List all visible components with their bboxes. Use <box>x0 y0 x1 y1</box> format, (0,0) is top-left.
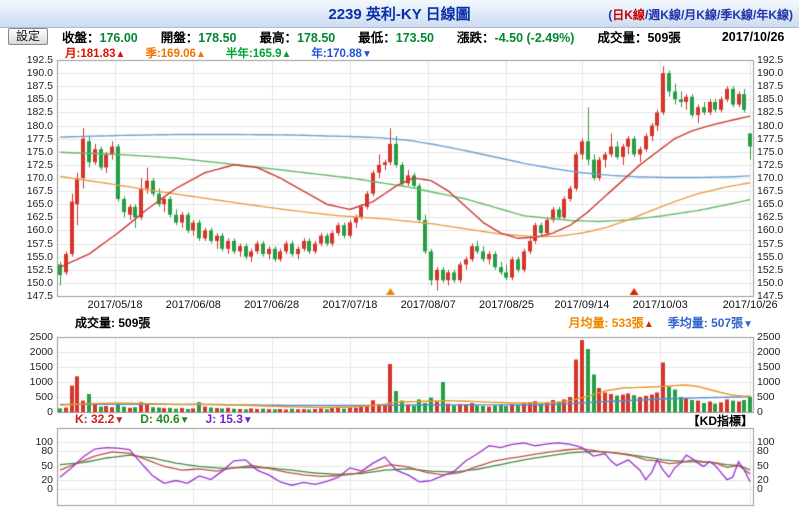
kline-link-3[interactable]: 月K線 <box>684 8 717 22</box>
quote-field-label: 收盤： <box>62 31 100 45</box>
kd-label: J: <box>205 412 220 426</box>
volume-ma-item: 月均量: 533張▲ <box>568 316 653 330</box>
quote-toolbar: 設定 收盤：176.00 開盤：178.50 最高：178.50 最低：173.50 漲… <box>0 27 799 46</box>
quote-field-label: 最低： <box>358 31 396 45</box>
quote-field-label: 最高： <box>259 31 298 45</box>
page-title: 2239 英利-KY 日線圖 <box>328 6 471 23</box>
ma-value-item: 年:170.88▼ <box>311 45 372 60</box>
volume-label: 成交量: 509張 <box>75 316 151 330</box>
ma-label: 年: <box>311 48 327 60</box>
down-triangle-icon: ▼ <box>361 49 372 60</box>
kd-header-row: K: 32.2▼ D: 40.6▼ J: 15.3▼ 【KD指標】 <box>0 412 799 428</box>
paren-open: ( <box>608 8 613 22</box>
volume-ma-item: 季均量: 507張▼ <box>668 316 753 330</box>
quote-field-value: -4.50 (-2.49%) <box>494 31 575 45</box>
kline-link-1[interactable]: 日K線 <box>612 8 645 22</box>
kd-values: K: 32.2▼ D: 40.6▼ J: 15.3▼ <box>75 412 269 426</box>
quote-field-label: 開盤： <box>160 31 199 45</box>
ma-value: 165.9 <box>252 48 282 60</box>
kline-link-4[interactable]: 季K線 <box>720 8 753 22</box>
ma-label: 季: <box>145 48 161 60</box>
volume-ma-label: 季均量: <box>667 316 712 330</box>
volume-ma-value: 507張 <box>711 316 744 330</box>
quote-field-value: 176.00 <box>99 31 138 45</box>
quote-field: 開盤：178.50 <box>161 27 237 46</box>
ma-label: 月: <box>65 48 81 60</box>
volume-ma-label: 月均量: <box>568 316 612 330</box>
ma-value: 169.06 <box>160 48 196 60</box>
kd-value-item: D: 40.6▼ <box>140 412 189 426</box>
ma-value: 181.83 <box>80 48 116 60</box>
kline-period-links: (日K線/週K線/月K線/季K線/年K線) <box>608 6 793 23</box>
up-triangle-icon: ▲ <box>643 319 654 330</box>
kd-indicator-label: 【KD指標】 <box>687 414 753 428</box>
kd-label: K: <box>75 412 91 426</box>
quote-field-label: 成交量： <box>597 31 648 45</box>
down-triangle-icon: ▼ <box>114 415 125 426</box>
up-triangle-icon: ▲ <box>115 49 126 60</box>
header-bar: 2239 英利-KY 日線圖 (日K線/週K線/月K線/季K線/年K線) <box>0 0 799 28</box>
settings-button[interactable]: 設定 <box>8 28 49 45</box>
ma-value-item: 季:169.06▲ <box>145 45 206 60</box>
kd-value-item: J: 15.3▼ <box>206 412 253 426</box>
quote-field-value: 173.50 <box>395 31 435 45</box>
kd-value: 40.6 <box>156 412 180 426</box>
down-triangle-icon: ▼ <box>242 415 253 426</box>
kd-value: 32.2 <box>91 412 115 426</box>
volume-header-row: 成交量: 509張 月均量: 533張▲ 季均量: 507張▼ <box>0 314 799 330</box>
kline-link-5[interactable]: 年K線 <box>756 8 789 22</box>
kd-value-item: K: 32.2▼ <box>75 412 124 426</box>
up-triangle-icon: ▲ <box>195 49 206 60</box>
ma-value-item: 半年:165.9▲ <box>225 45 292 60</box>
quote-field: 收盤：176.00 <box>62 27 138 46</box>
quote-field-label: 漲跌： <box>457 31 495 45</box>
quote-field-value: 178.50 <box>297 31 336 45</box>
link-separator: / <box>752 8 757 22</box>
quote-fields: 收盤：176.00 開盤：178.50 最高：178.50 最低：173.50 漲跌：-… <box>62 27 704 46</box>
paren-close: ) <box>789 8 793 22</box>
quote-field-value: 509張 <box>647 31 681 45</box>
moving-average-values-row: 月:181.83▲ 季:169.06▲ 半年:165.9▲ 年:170.88▼ <box>65 45 392 60</box>
quote-field: 漲跌：-4.50 (-2.49%) <box>457 27 574 46</box>
up-triangle-icon: ▲ <box>281 49 292 60</box>
volume-ma-values: 月均量: 533張▲ 季均量: 507張▼ <box>554 314 753 331</box>
ma-label: 半年: <box>225 48 253 60</box>
ma-value-item: 月:181.83▲ <box>65 45 126 60</box>
quote-field: 最高：178.50 <box>260 27 336 46</box>
link-separator: / <box>716 8 721 22</box>
quote-field-value: 178.50 <box>198 31 237 45</box>
link-separator: / <box>680 8 685 22</box>
kd-label: D: <box>140 412 157 426</box>
ma-value: 170.88 <box>326 48 362 60</box>
kd-value: 15.3 <box>219 412 243 426</box>
volume-ma-value: 533張 <box>611 316 644 330</box>
quote-date: 2017/10/26 <box>721 29 785 44</box>
down-triangle-icon: ▼ <box>743 319 753 330</box>
kline-link-2[interactable]: 週K線 <box>648 8 681 22</box>
link-separator: / <box>644 8 649 22</box>
quote-field: 最低：173.50 <box>358 27 434 46</box>
quote-field: 成交量：509張 <box>597 27 680 46</box>
down-triangle-icon: ▼ <box>179 415 190 426</box>
